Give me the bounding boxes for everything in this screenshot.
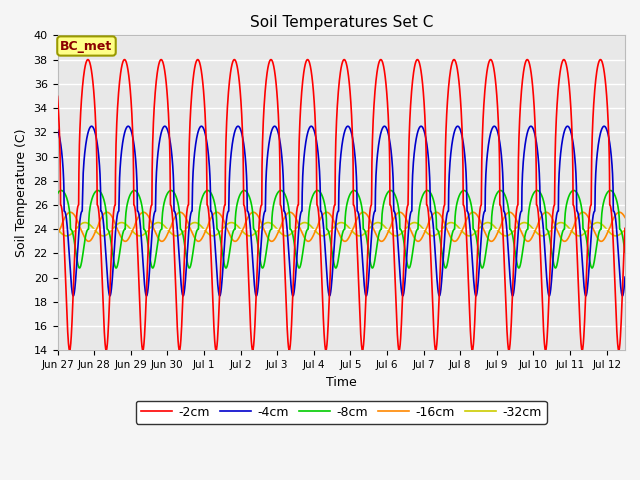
-8cm [427,190,435,196]
-32cm [345,225,353,230]
Title: Soil Temperatures Set C: Soil Temperatures Set C [250,15,433,30]
Line: -2cm: -2cm [58,60,625,350]
-16cm [410,233,417,239]
-2cm [340,57,348,62]
-8cm [534,188,542,193]
-4cm [54,127,61,132]
-2cm [410,71,417,77]
-32cm [63,233,70,239]
-16cm [345,234,353,240]
-16cm [87,237,95,243]
Line: -4cm: -4cm [58,126,625,296]
-32cm [88,223,95,229]
-8cm [277,188,285,193]
-16cm [534,220,542,226]
Line: -32cm: -32cm [58,223,625,236]
-16cm [602,234,609,240]
-8cm [602,193,609,199]
-2cm [54,94,61,99]
-32cm [534,231,542,237]
-8cm [410,244,417,250]
-4cm [582,293,589,299]
X-axis label: Time: Time [326,376,356,389]
-32cm [81,220,89,226]
-2cm [87,64,95,70]
-32cm [602,225,609,231]
-2cm [427,251,435,257]
-8cm [345,194,353,200]
-4cm [87,124,95,130]
-2cm [358,348,366,353]
-16cm [54,232,61,238]
-2cm [602,82,609,87]
-32cm [54,227,61,232]
-16cm [286,209,294,215]
Line: -8cm: -8cm [58,191,625,268]
-4cm [564,123,572,129]
-2cm [621,226,629,231]
-2cm [345,75,353,81]
-2cm [534,210,542,216]
-16cm [621,215,629,220]
-8cm [87,200,95,206]
-4cm [426,194,434,200]
-8cm [295,265,303,271]
-32cm [621,227,629,232]
Y-axis label: Soil Temperature (C): Soil Temperature (C) [15,129,28,257]
-4cm [345,123,353,129]
Line: -16cm: -16cm [58,212,625,241]
Text: BC_met: BC_met [60,39,113,52]
-4cm [602,124,609,130]
-4cm [621,274,629,280]
-32cm [427,233,435,239]
-4cm [409,168,417,173]
-32cm [410,220,417,226]
-8cm [621,249,629,255]
-16cm [427,215,435,221]
-8cm [54,191,61,196]
-16cm [268,239,276,244]
Legend: -2cm, -4cm, -8cm, -16cm, -32cm: -2cm, -4cm, -8cm, -16cm, -32cm [136,401,547,424]
-4cm [534,150,541,156]
